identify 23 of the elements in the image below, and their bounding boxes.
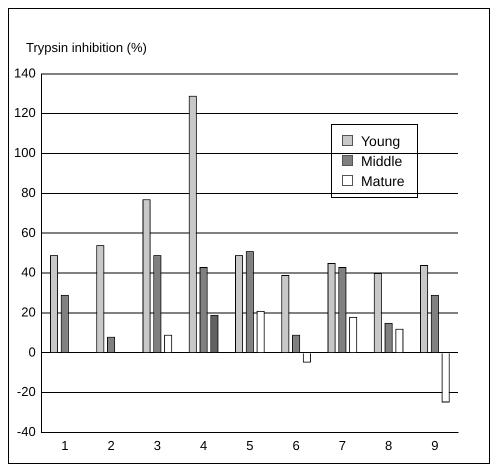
y-tick-label: -40 <box>16 424 36 439</box>
y-tick-label: 20 <box>21 304 36 320</box>
x-tick-label: 6 <box>292 438 300 453</box>
y-tick-label: 0 <box>28 344 36 360</box>
legend-label: Mature <box>361 172 405 189</box>
legend-label: Young <box>361 132 400 149</box>
x-tick-label: 3 <box>154 438 161 453</box>
y-tick-label: 100 <box>14 145 36 160</box>
y-tick-label: -20 <box>16 384 36 400</box>
x-tick-label: 4 <box>200 438 208 453</box>
y-tick-label: 40 <box>21 264 36 280</box>
legend-label: Middle <box>361 152 402 169</box>
x-tick-label: 7 <box>338 438 346 453</box>
y-tick-label: 120 <box>14 105 36 120</box>
x-tick-label: 5 <box>246 438 254 453</box>
x-tick-label: 9 <box>431 438 438 453</box>
y-tick-label: 140 <box>14 65 36 80</box>
y-tick-label: 80 <box>21 184 36 200</box>
x-tick-label: 1 <box>61 438 68 453</box>
x-tick-label: 8 <box>385 438 392 453</box>
y-axis-title: Trypsin inhibition (%) <box>26 40 147 55</box>
y-tick-label: 60 <box>21 224 36 240</box>
x-tick-label: 2 <box>107 438 115 453</box>
